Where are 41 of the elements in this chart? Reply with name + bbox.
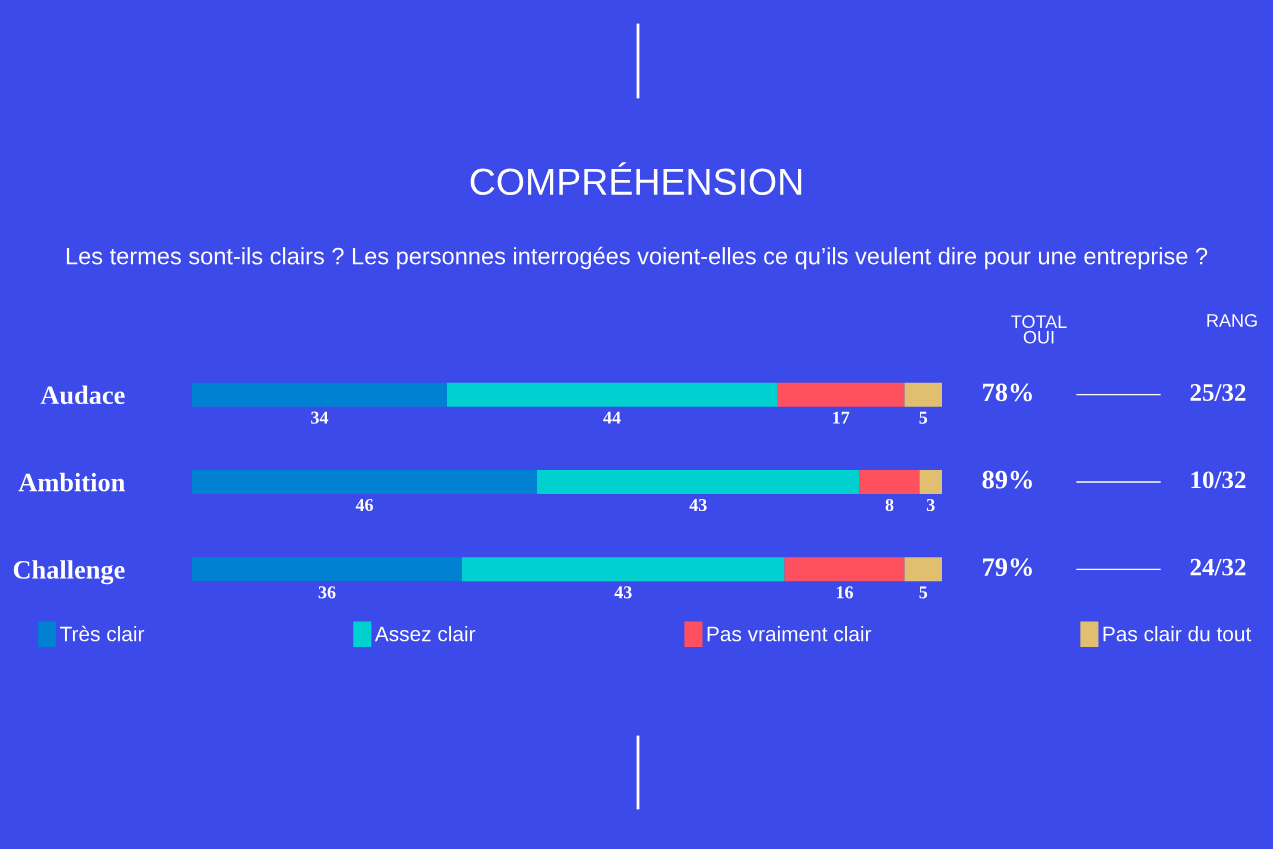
bar	[777, 382, 905, 407]
text: 89%	[982, 470, 1032, 489]
y-tick-label: Challenge	[13, 560, 125, 585]
data-label: 8	[885, 498, 894, 512]
y-tick-label: Audace	[40, 385, 125, 405]
data-label: 44	[603, 411, 621, 424]
y-tick-label: Ambition	[18, 472, 125, 492]
data-label: 43	[614, 586, 632, 599]
bar	[192, 469, 537, 495]
data-label: 16	[836, 586, 853, 599]
data-label: 43	[689, 498, 707, 512]
bar	[192, 557, 462, 582]
text: 78%	[983, 383, 1032, 402]
data-label: 5	[919, 411, 928, 424]
bar	[904, 557, 942, 582]
chart-title: COMPRÉHENSION	[470, 162, 802, 196]
bar	[904, 382, 942, 407]
data-label: 34	[311, 411, 329, 424]
bar	[462, 557, 785, 582]
text: TOTAL OUI	[1011, 315, 1067, 344]
text: RANG	[1207, 314, 1257, 327]
bar	[447, 382, 777, 407]
legend-label: Pas clair du tout	[1103, 626, 1252, 642]
text: 10/32	[1191, 471, 1246, 489]
text: 24/32	[1190, 558, 1246, 576]
data-label: 36	[318, 586, 336, 599]
data-label: 46	[355, 498, 373, 512]
bar	[537, 469, 860, 495]
bar	[859, 469, 920, 495]
data-label: 5	[919, 586, 928, 599]
legend-label: Pas vraiment clair	[707, 626, 872, 642]
data-label: 17	[833, 411, 850, 424]
data-label: 3	[926, 498, 935, 512]
chart-subtitle: Les termes sont-ils clairs ? Les personnes interrogées voient-elles ce qu’ils veulent dire pour une entreprise ?	[66, 246, 1208, 270]
text: 79%	[983, 558, 1032, 577]
text: 25/32	[1190, 384, 1246, 401]
bar	[784, 557, 905, 582]
legend-label: Assez clair	[374, 626, 476, 642]
legend-label: Très clair	[60, 625, 145, 642]
bar	[192, 382, 447, 407]
bar	[919, 469, 942, 495]
